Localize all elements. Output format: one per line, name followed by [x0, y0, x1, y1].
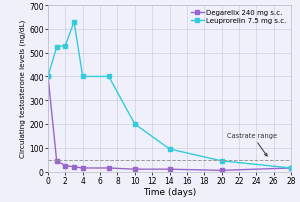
Legend: Degarelix 240 mg s.c., Leuprorelin 7.5 mg s.c.: Degarelix 240 mg s.c., Leuprorelin 7.5 m…	[188, 7, 290, 27]
Degarelix 240 mg s.c.	[220, 169, 224, 172]
Leuprorelin 7.5 mg s.c.	[289, 167, 293, 169]
Degarelix 240 mg s.c.	[46, 76, 50, 78]
Leuprorelin 7.5 mg s.c.	[220, 160, 224, 162]
Degarelix 240 mg s.c.	[168, 168, 171, 170]
Leuprorelin 7.5 mg s.c.	[107, 76, 111, 78]
Degarelix 240 mg s.c.	[72, 166, 76, 168]
X-axis label: Time (days): Time (days)	[143, 188, 196, 197]
Leuprorelin 7.5 mg s.c.	[133, 123, 136, 126]
Leuprorelin 7.5 mg s.c.	[81, 76, 85, 78]
Line: Degarelix 240 mg s.c.: Degarelix 240 mg s.c.	[46, 75, 293, 172]
Leuprorelin 7.5 mg s.c.	[64, 45, 67, 47]
Leuprorelin 7.5 mg s.c.	[46, 76, 50, 78]
Line: Leuprorelin 7.5 mg s.c.: Leuprorelin 7.5 mg s.c.	[46, 21, 293, 170]
Y-axis label: Circulating testosterone levels (ng/dL): Circulating testosterone levels (ng/dL)	[20, 20, 26, 158]
Degarelix 240 mg s.c.	[107, 167, 111, 169]
Leuprorelin 7.5 mg s.c.	[168, 148, 171, 150]
Degarelix 240 mg s.c.	[133, 168, 136, 170]
Degarelix 240 mg s.c.	[64, 165, 67, 167]
Leuprorelin 7.5 mg s.c.	[55, 46, 58, 49]
Text: Castrate range: Castrate range	[227, 132, 277, 156]
Degarelix 240 mg s.c.	[81, 167, 85, 169]
Leuprorelin 7.5 mg s.c.	[72, 21, 76, 24]
Degarelix 240 mg s.c.	[55, 160, 58, 162]
Degarelix 240 mg s.c.	[289, 167, 293, 169]
